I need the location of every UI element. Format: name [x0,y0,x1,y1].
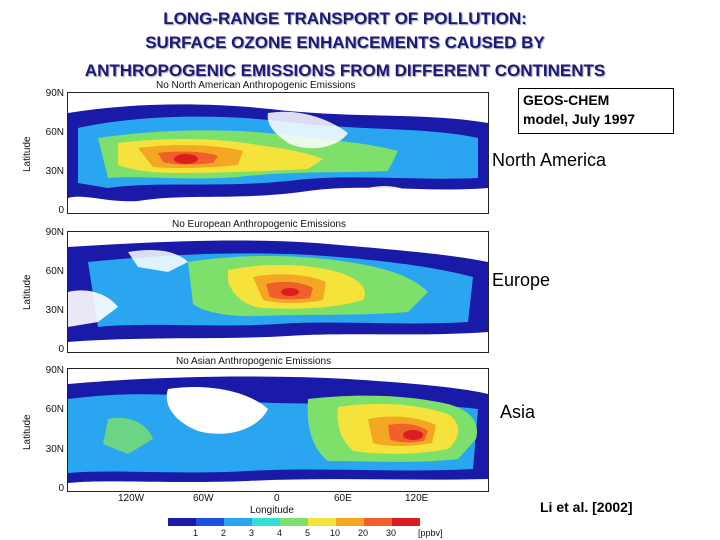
ozone-map-1 [68,93,488,213]
x-tick-120e: 120E [405,493,429,504]
y-tick-90n-3: 90N [45,365,64,376]
y-tick-90n-2: 90N [45,227,64,238]
ozone-map-2 [68,232,488,352]
x-tick-60e: 60E [334,493,352,504]
y-axis-label-3: Latitude [22,414,33,450]
colorbar-swatch [280,518,308,526]
colorbar-label-10: 10 [330,528,341,538]
colorbar-label-3: 3 [249,528,255,538]
y-tick-30n-3: 30N [45,444,64,455]
colorbar [168,518,420,526]
y-tick-0-2: 0 [58,344,64,355]
colorbar-swatch [308,518,336,526]
y-tick-60n-2: 60N [45,266,64,277]
y-axis-label-2: Latitude [22,274,33,310]
side-label-north-america: North America [492,150,607,170]
model-date: model, July 1997 [523,111,636,127]
map-panel-north-america [67,92,489,214]
model-name: GEOS-CHEM [523,92,610,108]
map-panel-asia [67,368,489,492]
colorbar-label-20: 20 [358,528,369,538]
panel-1-title: No North American Anthropogenic Emission… [156,80,356,91]
colorbar-swatch [224,518,252,526]
side-label-asia: Asia [500,402,536,422]
title-line-3: ANTHROPOGENIC EMISSIONS FROM DIFFERENT C… [84,61,606,80]
ozone-map-3 [68,369,488,491]
colorbar-swatch [392,518,420,526]
colorbar-label-2: 2 [221,528,227,538]
y-tick-30n-1: 30N [45,166,64,177]
colorbar-unit: [ppbv] [418,528,443,538]
colorbar-label-4: 4 [277,528,283,538]
model-info-box: GEOS-CHEM model, July 1997 [518,88,674,134]
y-tick-0-1: 0 [58,205,64,216]
y-axis-label-1: Latitude [22,136,33,172]
y-tick-0-3: 0 [58,483,64,494]
colorbar-swatch [364,518,392,526]
panel-2-title: No European Anthropogenic Emissions [172,219,346,230]
colorbar-swatch [252,518,280,526]
y-tick-60n-1: 60N [45,127,64,138]
colorbar-swatch [168,518,196,526]
title-line-1: LONG-RANGE TRANSPORT OF POLLUTION: [163,9,527,28]
y-tick-90n-1: 90N [45,88,64,99]
x-tick-0: 0 [274,493,280,504]
y-tick-60n-3: 60N [45,404,64,415]
colorbar-label-1: 1 [193,528,199,538]
x-tick-120w: 120W [118,493,145,504]
map-panel-europe [67,231,489,353]
panel-3-title: No Asian Anthropogenic Emissions [176,356,332,367]
citation: Li et al. [2002] [540,499,633,515]
x-axis-label: Longitude [250,505,294,516]
x-tick-60w: 60W [193,493,214,504]
colorbar-swatch [196,518,224,526]
colorbar-swatch [336,518,364,526]
title-line-2: SURFACE OZONE ENHANCEMENTS CAUSED BY [145,33,545,52]
side-label-europe: Europe [492,270,551,290]
colorbar-label-30: 30 [386,528,397,538]
y-tick-30n-2: 30N [45,305,64,316]
colorbar-label-5: 5 [305,528,311,538]
